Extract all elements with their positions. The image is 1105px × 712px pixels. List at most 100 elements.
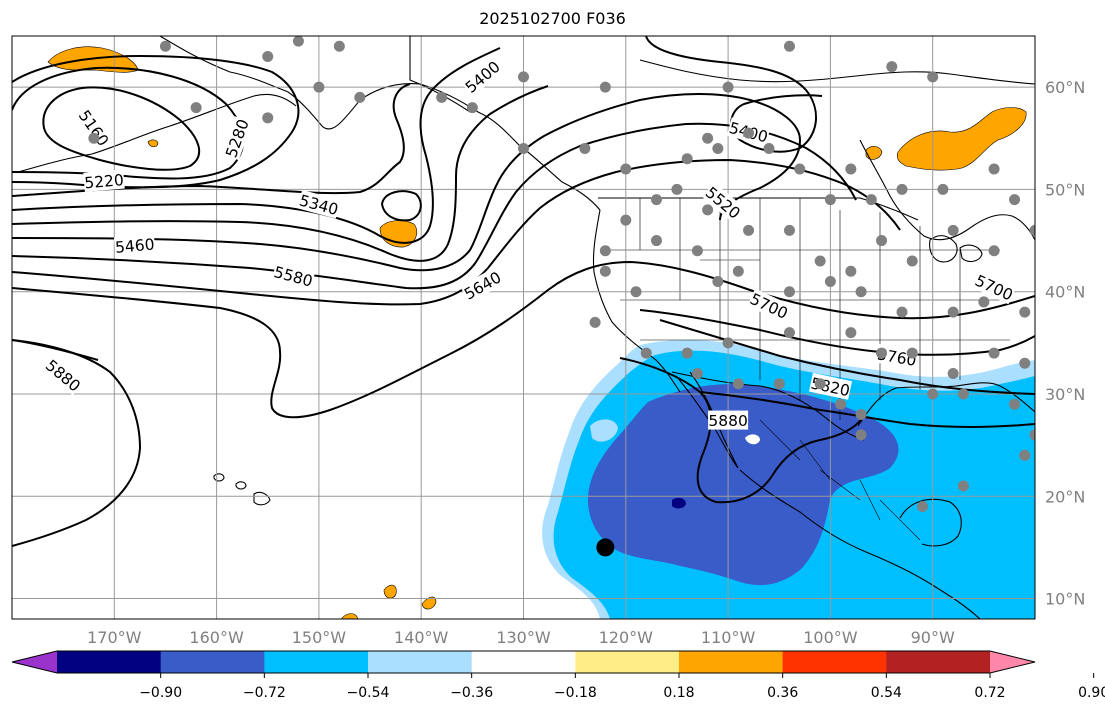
orange-patch-hawaii-1 — [383, 584, 397, 599]
station-dot — [712, 143, 724, 155]
colorbar-swatch — [368, 651, 473, 673]
station-dot — [599, 81, 611, 93]
colorbar-tick-label: 0.36 — [767, 685, 798, 701]
colorbar-tick-label: −0.72 — [243, 685, 286, 701]
station-dot — [845, 327, 857, 339]
contour-5340-closed — [380, 190, 422, 222]
colorbar-swatch — [679, 651, 784, 673]
west-coast-us — [592, 209, 681, 393]
station-dot — [681, 347, 693, 359]
orange-patch-canada — [896, 107, 1027, 171]
contour-5160 — [42, 86, 200, 171]
station-dot — [1029, 429, 1035, 441]
colorbar-outline — [11, 650, 1036, 674]
station-dot — [313, 81, 325, 93]
station-dot — [794, 163, 806, 175]
colorbar-tick-label: 0.90 — [1078, 685, 1105, 701]
longitude-label: 130°W — [496, 628, 551, 647]
station-dot — [783, 286, 795, 298]
hawaii-maui — [235, 481, 247, 490]
light-blue-island — [590, 419, 618, 442]
station-dot — [518, 71, 529, 83]
colorbar-swatch — [782, 651, 887, 673]
contour-label-bg — [460, 56, 504, 97]
station-dot — [292, 36, 304, 47]
contour-label-bg — [972, 270, 1017, 305]
station-dot — [743, 127, 755, 139]
colorbar-tick-label: −0.18 — [554, 685, 597, 701]
station-dot — [978, 296, 990, 308]
station-dot — [1029, 224, 1035, 236]
station-dot — [354, 91, 366, 103]
station-dot — [159, 40, 171, 52]
station-dot — [783, 40, 795, 52]
station-dot — [620, 163, 632, 175]
alaska-coast — [159, 36, 601, 211]
latitude-label: 10°N — [1045, 590, 1085, 609]
contour-label: 5880 — [708, 412, 747, 430]
longitude-labels: 170°W 160°W 150°W 140°W 130°W 120°W 110°W 100°W… — [87, 628, 955, 647]
longitude-label: 100°W — [803, 628, 858, 647]
hawaii-big-island — [253, 491, 271, 506]
station-dot — [691, 245, 703, 257]
station-dot — [722, 337, 734, 349]
station-dot — [947, 306, 959, 318]
station-dot — [988, 245, 1000, 257]
station-dot — [262, 112, 274, 124]
contour-label-bg — [74, 105, 114, 150]
station-markers-layer — [88, 36, 1081, 512]
colorbar-arrow-high — [990, 651, 1035, 673]
contour-label: 5460 — [114, 235, 155, 256]
station-dot — [814, 378, 826, 390]
latitude-label: 40°N — [1045, 283, 1085, 302]
yucatan — [899, 498, 962, 547]
station-dot — [702, 132, 714, 144]
station-dot — [333, 40, 345, 52]
station-dot — [876, 347, 888, 359]
colorbar: −0.90 −0.72 −0.54 −0.36 −0.18 0.18 0.36 0.54 0.7… — [11, 650, 1105, 701]
colorbar-tick-label: −0.90 — [139, 685, 182, 701]
station-dot — [1009, 398, 1021, 410]
latitude-labels: 10°N 20°N 30°N 40°N 50°N 60°N — [1045, 78, 1085, 608]
station-dot — [824, 194, 836, 206]
contour-5760 — [639, 309, 1035, 356]
longitude-label: 90°W — [911, 628, 955, 647]
colorbar-arrow-low — [12, 651, 57, 673]
station-dot — [691, 368, 703, 380]
station-dot — [824, 275, 836, 287]
arctic-coast — [639, 59, 1035, 85]
station-dot — [466, 102, 478, 114]
contour-label-bg — [460, 266, 505, 304]
station-dot — [988, 347, 1000, 359]
station-dot — [630, 286, 642, 298]
station-dot — [650, 235, 662, 247]
station-dot — [947, 368, 959, 380]
colorbar-swatch — [57, 651, 162, 673]
colorbar-swatch — [471, 651, 576, 673]
station-dot — [773, 378, 785, 390]
station-dot — [743, 224, 755, 236]
state-borders — [610, 198, 1010, 420]
dark-blue-field — [588, 383, 899, 586]
station-dot — [88, 132, 100, 144]
station-dot — [916, 500, 928, 512]
contour-label-bg — [297, 189, 341, 219]
contour-label-bg — [220, 116, 253, 161]
station-dot — [650, 194, 662, 206]
station-dot — [906, 255, 918, 267]
station-dot — [190, 102, 202, 114]
station-dot — [957, 480, 969, 492]
station-dot — [1009, 194, 1021, 206]
orange-patch-small — [865, 146, 883, 160]
contour-5880-west — [12, 339, 142, 547]
mexico-coast — [739, 469, 981, 619]
baja-california — [675, 371, 739, 469]
station-dot — [937, 183, 949, 195]
station-dot — [1070, 245, 1081, 256]
station-dot — [855, 429, 867, 441]
station-dot — [681, 153, 693, 165]
station-dot — [518, 143, 529, 155]
alaska-canada-border — [409, 36, 471, 113]
contour-5700 — [12, 260, 1035, 419]
